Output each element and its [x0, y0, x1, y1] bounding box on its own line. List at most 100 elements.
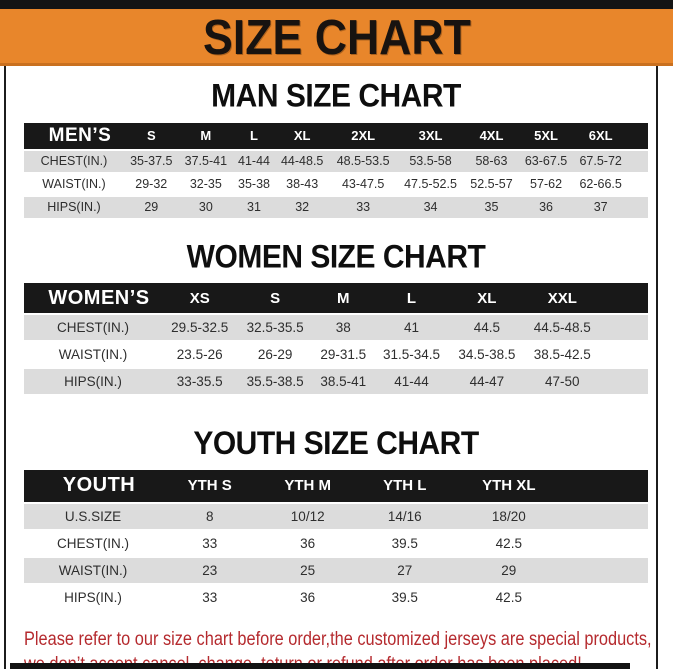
size-value-cell: 29 [501, 562, 517, 578]
size-value-cell: 36 [300, 589, 316, 605]
table-row: HIPS(IN.) 33-35.5 35.5-38.5 38.5-41 41-44 44-… [24, 368, 648, 395]
size-value-cell: 35-37.5 [130, 154, 173, 168]
size-value-cell: 32.5-35.5 [246, 320, 304, 335]
size-value-cell: 62-66.5 [579, 177, 622, 191]
table-row: U.S.SIZE 8 10/12 14/16 18/20 [24, 502, 648, 530]
column-header: YTH XL [482, 477, 536, 494]
size-value-cell: 29.5-32.5 [171, 320, 229, 335]
spacer-cell [566, 584, 648, 611]
column-header: 4XL [479, 128, 504, 143]
size-value-cell: 33 [356, 200, 371, 214]
spacer-cell [566, 530, 648, 557]
size-value-cell: 36 [300, 535, 316, 551]
size-value-cell: 33 [202, 535, 218, 551]
spacer-cell [600, 341, 648, 368]
size-value-cell: 57-62 [530, 177, 563, 191]
spacer-cell [600, 314, 648, 341]
size-value-cell: 18/20 [491, 508, 526, 524]
column-header: XL [293, 128, 311, 143]
spacer-cell [628, 150, 648, 173]
size-value-cell: 27 [397, 562, 413, 578]
column-header: S [146, 128, 156, 143]
size-value-cell: 41-44 [238, 154, 270, 168]
table-header-label: YOUTH [62, 474, 136, 496]
size-value-cell: 29 [144, 200, 159, 214]
row-label: WAIST(IN.) [42, 177, 106, 191]
size-value-cell: 26-29 [257, 347, 293, 362]
spacer-cell [566, 557, 648, 584]
size-value-cell: 38-43 [286, 177, 319, 191]
column-header: L [250, 128, 258, 143]
table-header-label: WOMEN’S [48, 286, 150, 309]
size-value-cell: 31 [247, 200, 261, 214]
size-value-cell: 32-35 [189, 177, 222, 191]
man-size-table: MEN’S S M L XL 2XL 3XL 4XL 5XL 6XL CHEST(IN.) 35-37… [24, 122, 648, 220]
column-header: M [337, 289, 350, 307]
size-value-cell: 38.5-42.5 [533, 347, 591, 362]
youth-size-table: YOUTH YTH S YTH M YTH L YTH XL U.S.SIZE 8 10/12… [24, 469, 648, 612]
row-label: HIPS(IN.) [47, 200, 101, 214]
row-label: CHEST(IN.) [40, 154, 108, 168]
size-value-cell: 38 [335, 320, 351, 335]
table-header-row: WOMEN’S XS S M L XL XXL [24, 283, 648, 314]
column-header: XXL [547, 289, 577, 307]
column-header: YTH L [383, 477, 427, 494]
page-banner: SIZE CHART [0, 0, 673, 66]
size-value-cell: 52.5-57 [470, 177, 513, 191]
size-value-cell: 53.5-58 [409, 154, 452, 168]
size-value-cell: 34.5-38.5 [458, 347, 516, 362]
column-header: L [406, 289, 417, 307]
size-value-cell: 42.5 [495, 535, 522, 551]
table-row: CHEST(IN.) 35-37.5 37.5-41 41-44 44-48.5 48.5… [24, 149, 648, 173]
size-value-cell: 29-32 [135, 177, 168, 191]
women-size-table: WOMEN’S XS S M L XL XXL CHEST(IN.) 29.5-32.5 32.5… [24, 283, 648, 396]
size-value-cell: 42.5 [495, 589, 522, 605]
table-header-row: YOUTH YTH S YTH M YTH L YTH XL [24, 469, 648, 503]
size-value-cell: 34 [423, 200, 438, 214]
row-label: WAIST(IN.) [58, 562, 128, 578]
spacer-cell [628, 123, 648, 150]
size-value-cell: 30 [198, 200, 213, 214]
right-border-line [656, 66, 658, 669]
column-header: 5XL [534, 128, 558, 143]
size-value-cell: 58-63 [475, 154, 508, 168]
row-label: CHEST(IN.) [57, 320, 129, 335]
table-row: WAIST(IN.) 23.5-26 26-29 29-31.5 31.5-34.5 34… [24, 341, 648, 368]
table-header-label: MEN’S [48, 124, 112, 146]
size-value-cell: 41 [403, 320, 419, 335]
size-value-cell: 38.5-41 [320, 374, 367, 389]
column-header: XL [477, 289, 497, 307]
size-value-cell: 35.5-38.5 [246, 374, 304, 389]
size-value-cell: 8 [205, 508, 214, 524]
size-value-cell: 47-50 [545, 374, 580, 389]
charts-container: MAN SIZE CHART MEN’S S M L XL 2XL 3XL 4XL 5XL 6XL… [24, 66, 648, 612]
table-row: CHEST(IN.) 29.5-32.5 32.5-35.5 38 41 44.5 44.5… [24, 314, 648, 341]
row-label: CHEST(IN.) [57, 535, 129, 551]
spacer-cell [600, 368, 648, 395]
size-value-cell: 35 [484, 200, 499, 214]
column-header: 6XL [588, 128, 613, 143]
size-value-cell: 32 [295, 200, 310, 214]
spacer-cell [628, 196, 648, 219]
size-value-cell: 44.5-48.5 [533, 320, 591, 335]
page-title: SIZE CHART [202, 8, 471, 64]
row-label: HIPS(IN.) [64, 589, 122, 605]
column-header: M [200, 128, 212, 143]
women-section-title: WOMEN SIZE CHART [186, 239, 486, 275]
row-label: HIPS(IN.) [64, 374, 122, 389]
table-row: HIPS(IN.) 33 36 39.5 42.5 [24, 583, 648, 611]
column-header: XS [189, 289, 210, 307]
size-value-cell: 14/16 [387, 508, 422, 524]
table-row: CHEST(IN.) 33 36 39.5 42.5 [24, 529, 648, 557]
disclaimer-line-1: Please refer to our size chart before or… [24, 628, 652, 650]
bottom-partial-bar [10, 663, 630, 669]
size-value-cell: 67.5-72 [579, 154, 622, 168]
size-value-cell: 44.5 [473, 320, 501, 335]
size-value-cell: 31.5-34.5 [382, 347, 441, 362]
left-border-line [4, 66, 6, 669]
size-value-cell: 33 [202, 589, 218, 605]
size-value-cell: 35-38 [238, 177, 270, 191]
youth-section-title: YOUTH SIZE CHART [193, 425, 479, 462]
column-header: 2XL [351, 128, 376, 143]
